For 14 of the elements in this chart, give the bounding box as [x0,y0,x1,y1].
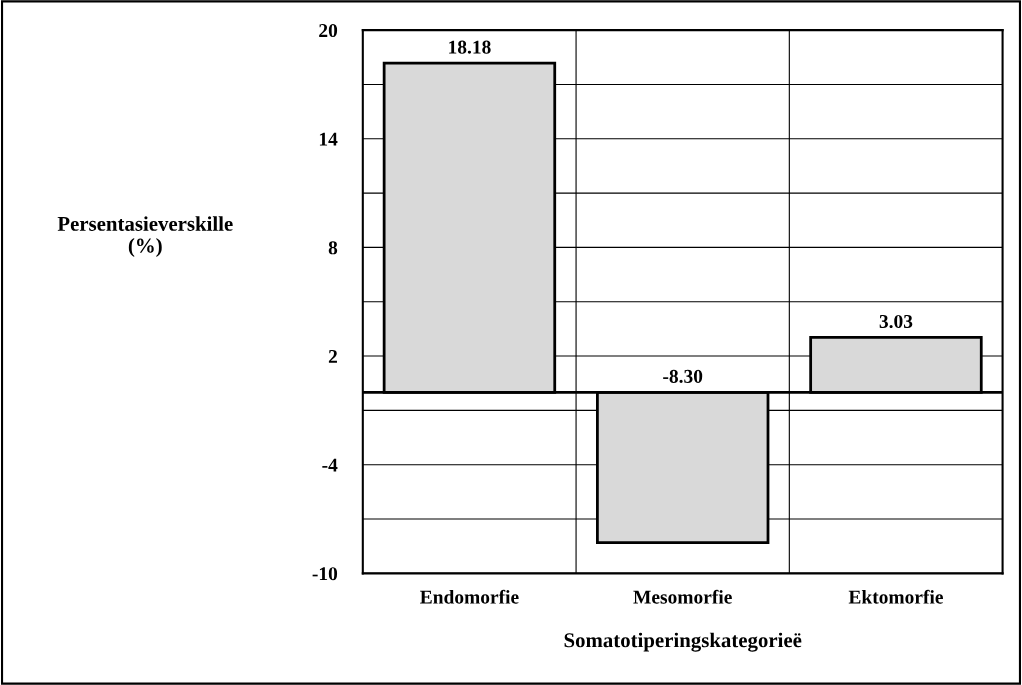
y-tick-label: 8 [328,241,338,255]
data-label: 3.03 [879,314,913,329]
y-tick-label: 20 [319,23,338,38]
y-tick-label: -4 [322,458,338,472]
x-axis-title: Somatotiperingskategorieë [564,632,802,652]
data-label: -8.30 [663,369,703,383]
data-label: 18.18 [449,40,491,54]
x-tick-label: Ektomorfie [848,589,943,604]
y-tick-label: 2 [328,349,337,363]
y-tick-label: 14 [319,132,338,146]
y-axis-title: Persentasieverskille (%) [57,216,233,257]
x-tick-label: Mesomorfie [633,589,732,604]
x-tick-label: Endomorfie [420,589,519,604]
y-tick-label: -10 [312,567,338,581]
